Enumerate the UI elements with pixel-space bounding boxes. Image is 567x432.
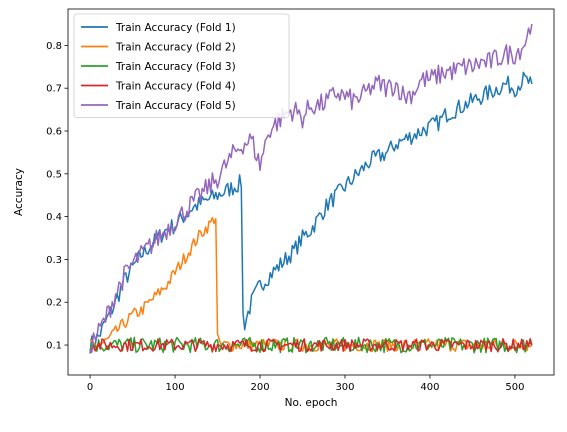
- y-tick-label: 0.3: [46, 255, 62, 266]
- y-tick-label: 0.1: [46, 341, 62, 352]
- series-line-fold-4: [89, 338, 533, 353]
- x-tick-label: 300: [335, 382, 354, 393]
- y-tick-label: 0.5: [46, 169, 62, 180]
- x-tick-label: 500: [505, 382, 524, 393]
- legend-entry: Train Accuracy (Fold 3): [115, 61, 236, 73]
- x-axis-label: No. epoch: [285, 397, 338, 409]
- legend-entry: Train Accuracy (Fold 5): [115, 100, 236, 112]
- legend-entry: Train Accuracy (Fold 4): [115, 81, 236, 93]
- x-axis-ticks: 0 100 200 300 400 500: [87, 375, 524, 393]
- y-axis-ticks: 0.1 0.2 0.3 0.4 0.5 0.6 0.7 0.8: [46, 41, 68, 352]
- plot-frame: [67, 8, 555, 376]
- x-tick-label: 200: [250, 382, 269, 393]
- legend-entry: Train Accuracy (Fold 2): [115, 42, 236, 54]
- y-tick-label: 0.4: [46, 212, 62, 223]
- legend-box: [73, 13, 290, 118]
- legend-entry: Train Accuracy (Fold 1): [115, 22, 236, 34]
- legend: Train Accuracy (Fold 1) Train Accuracy (F…: [73, 13, 290, 118]
- plot-lines: [89, 23, 533, 354]
- series-line-fold-5: [89, 23, 533, 354]
- y-tick-label: 0.8: [46, 41, 62, 52]
- x-tick-label: 100: [166, 382, 185, 393]
- y-tick-label: 0.7: [46, 84, 62, 95]
- series-line-fold-1: [89, 71, 533, 354]
- x-tick-label: 0: [87, 382, 93, 393]
- y-tick-label: 0.6: [46, 127, 62, 138]
- y-axis-label: Accuracy: [13, 168, 25, 216]
- x-tick-label: 400: [420, 382, 439, 393]
- y-tick-label: 0.2: [46, 298, 62, 309]
